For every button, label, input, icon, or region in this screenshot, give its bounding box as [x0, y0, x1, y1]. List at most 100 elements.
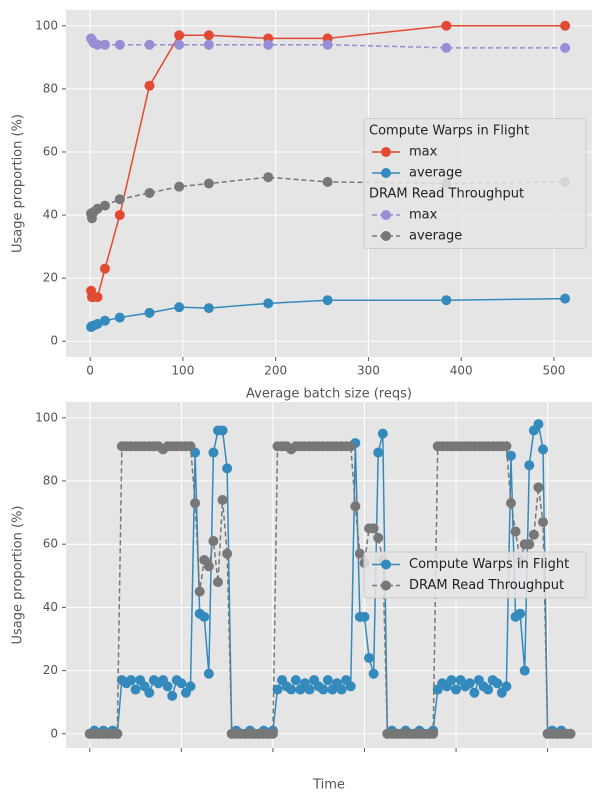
data-point [428, 728, 439, 739]
data-point [212, 577, 223, 588]
data-point [126, 675, 137, 686]
data-point [505, 450, 516, 461]
y-axis-label: Usage proportion (%) [11, 506, 26, 645]
series-line [89, 422, 571, 736]
data-point [560, 293, 571, 304]
data-point [176, 678, 187, 689]
y-tick-label: 0 [50, 726, 58, 740]
data-point [267, 728, 278, 739]
legend-marker [381, 580, 391, 591]
data-point [144, 187, 155, 198]
y-tick-label: 60 [43, 537, 58, 551]
data-point [174, 39, 185, 50]
data-point [290, 675, 301, 686]
legend-label: DRAM Read Throughput [409, 578, 564, 593]
data-point [190, 498, 201, 509]
x-tick-label: 500 [543, 364, 566, 378]
data-point [441, 42, 452, 53]
legend-label: max [409, 208, 438, 223]
y-tick-label: 80 [43, 81, 58, 95]
data-point [560, 20, 571, 31]
x-axis-label: Time [312, 778, 345, 791]
data-point [322, 295, 333, 306]
data-point [174, 302, 185, 313]
data-point [194, 586, 205, 597]
data-point [92, 292, 103, 303]
legend-marker [381, 210, 391, 220]
data-point [538, 517, 549, 528]
data-point [112, 728, 123, 739]
legend-label: Compute Warps in Flight [409, 557, 569, 572]
y-tick-label: 20 [43, 271, 58, 285]
data-point [354, 548, 365, 559]
data-point [304, 684, 315, 695]
x-tick-label: 200 [264, 364, 287, 378]
data-point [441, 295, 452, 306]
data-point [222, 463, 233, 474]
y-tick-label: 0 [50, 334, 58, 348]
data-point [533, 482, 544, 493]
legend-marker [381, 559, 391, 570]
legend-marker [381, 168, 391, 178]
data-point [114, 312, 125, 323]
y-tick-label: 100 [35, 410, 58, 424]
y-tick-label: 40 [43, 600, 58, 614]
legend-label: average [409, 166, 462, 181]
data-point [469, 687, 480, 698]
data-point [515, 608, 526, 619]
data-point [162, 681, 173, 692]
data-point [217, 494, 228, 505]
legend-box [363, 551, 587, 599]
data-point [114, 39, 125, 50]
data-point [185, 681, 196, 692]
data-point [114, 194, 125, 205]
data-point [501, 681, 512, 692]
data-point [464, 678, 475, 689]
data-point [144, 687, 155, 698]
data-point [524, 539, 535, 550]
y-tick-label: 20 [43, 663, 58, 677]
data-point [318, 684, 329, 695]
data-point [524, 460, 535, 471]
x-tick-label: 100 [171, 364, 194, 378]
legend-marker [381, 147, 391, 157]
data-point [167, 690, 178, 701]
y-tick-label: 100 [35, 18, 58, 32]
data-point [368, 668, 379, 679]
data-point [322, 675, 333, 686]
data-point [114, 210, 125, 221]
data-point [538, 444, 549, 455]
x-axis-label: Average batch size (reqs) [246, 387, 412, 402]
data-point [199, 611, 210, 622]
x-tick-label: 300 [357, 364, 380, 378]
data-point [99, 315, 110, 326]
data-point [208, 447, 219, 458]
data-point [373, 532, 384, 543]
data-point [263, 298, 274, 309]
data-point [373, 447, 384, 458]
data-point [492, 678, 503, 689]
legend-group-title: Compute Warps in Flight [369, 124, 529, 139]
data-point [377, 428, 388, 439]
data-point [364, 652, 375, 663]
data-point [336, 684, 347, 695]
legend-label: max [409, 145, 438, 160]
data-point [130, 684, 141, 695]
data-point [451, 684, 462, 695]
data-point [203, 30, 214, 41]
data-point [368, 523, 379, 534]
data-point [510, 526, 521, 537]
data-point [565, 728, 576, 739]
data-point [483, 684, 494, 695]
data-point [359, 611, 370, 622]
y-axis-label: Usage proportion (%) [11, 114, 26, 253]
x-tick-label: 400 [450, 364, 473, 378]
data-point [519, 665, 530, 676]
data-point [350, 501, 361, 512]
data-point [441, 20, 452, 31]
data-point [345, 681, 356, 692]
data-point [203, 561, 214, 572]
data-point [99, 200, 110, 211]
data-point [203, 303, 214, 314]
